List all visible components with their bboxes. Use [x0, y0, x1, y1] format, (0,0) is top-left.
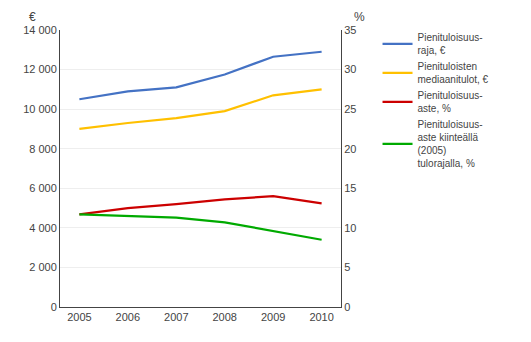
- svg-text:Pienituloisuus-aste kiinteällä: Pienituloisuus-aste kiinteällä(2005)tulo…: [418, 119, 483, 169]
- svg-text:Pienituloisuus-raja, €: Pienituloisuus-raja, €: [418, 32, 483, 56]
- svg-text:2010: 2010: [309, 311, 333, 323]
- svg-text:6 000: 6 000: [29, 182, 57, 194]
- svg-text:Pienituloistenmediaanitulot, €: Pienituloistenmediaanitulot, €: [418, 61, 489, 85]
- svg-text:2008: 2008: [212, 311, 236, 323]
- svg-text:2007: 2007: [164, 311, 188, 323]
- svg-text:8 000: 8 000: [29, 143, 57, 155]
- svg-text:Pienituloisuus-aste, %: Pienituloisuus-aste, %: [418, 90, 483, 114]
- svg-text:2006: 2006: [116, 311, 140, 323]
- svg-text:35: 35: [344, 24, 356, 36]
- svg-text:0: 0: [51, 301, 57, 313]
- svg-text:€: €: [29, 10, 36, 24]
- svg-text:2 000: 2 000: [29, 261, 57, 273]
- svg-text:10: 10: [344, 222, 356, 234]
- svg-text:30: 30: [344, 63, 356, 75]
- svg-text:2005: 2005: [67, 311, 91, 323]
- svg-text:20: 20: [344, 143, 356, 155]
- svg-text:12 000: 12 000: [23, 63, 57, 75]
- svg-text:25: 25: [344, 103, 356, 115]
- svg-text:4 000: 4 000: [29, 222, 57, 234]
- svg-text:0: 0: [344, 301, 350, 313]
- svg-text:2009: 2009: [261, 311, 285, 323]
- svg-text:5: 5: [344, 261, 350, 273]
- svg-text:10 000: 10 000: [23, 103, 57, 115]
- svg-text:%: %: [354, 10, 365, 24]
- svg-text:15: 15: [344, 182, 356, 194]
- svg-text:14 000: 14 000: [23, 24, 57, 36]
